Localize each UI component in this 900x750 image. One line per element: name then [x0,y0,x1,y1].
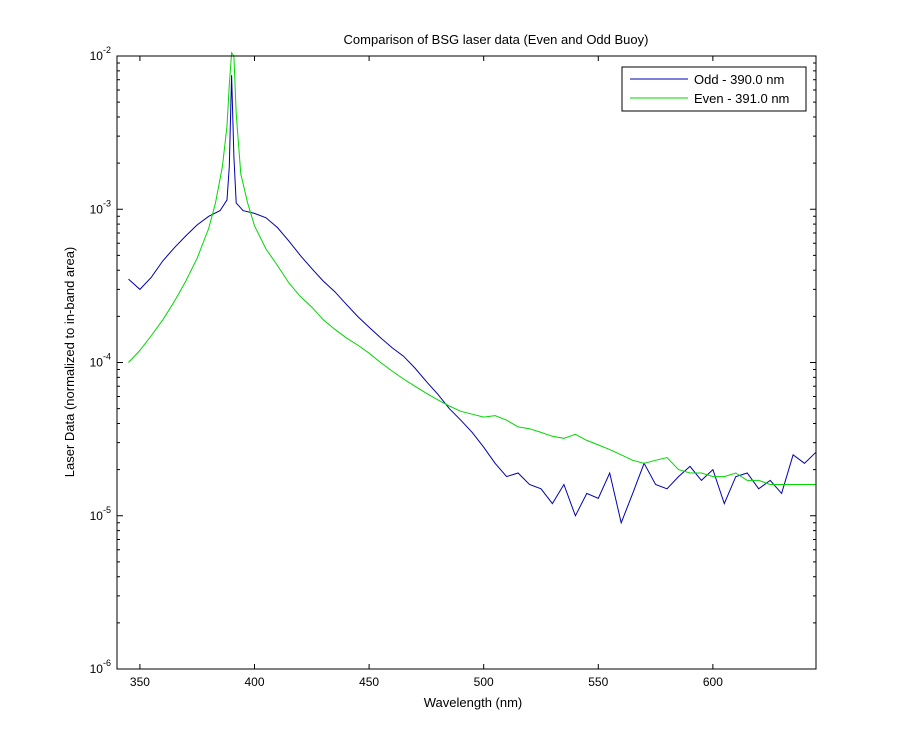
y-tick-label: 10-2 [90,45,111,63]
x-axis-label: Wavelength (nm) [424,695,523,710]
series-line-even [128,51,816,485]
x-tick-label: 500 [474,675,494,689]
x-tick-label: 400 [244,675,264,689]
y-axis-label: Laser Data (normalized to in-band area) [62,247,77,478]
legend-label-even: Even - 391.0 nm [694,91,789,106]
y-tick-label: 10-6 [90,658,111,676]
y-axis-ticks: 10-6 10-5 10-4 10-3 10-2 [90,45,816,676]
y-tick-label: 10-3 [90,198,111,216]
chart-title: Comparison of BSG laser data (Even and O… [344,32,649,47]
legend-box [621,66,807,112]
x-tick-label: 550 [588,675,608,689]
x-axis-ticks: 350 400 450 500 550 600 [130,56,723,689]
plot-area [117,56,816,669]
series-line-odd [128,75,817,525]
legend: Odd - 390.0 nm Even - 391.0 nm [621,66,807,112]
y-tick-label: 10-4 [90,352,111,370]
series-layer [128,51,817,525]
x-tick-label: 600 [703,675,723,689]
x-tick-label: 450 [359,675,379,689]
x-tick-label: 350 [130,675,150,689]
legend-label-odd: Odd - 390.0 nm [694,72,784,87]
y-tick-label: 10-5 [90,505,111,523]
